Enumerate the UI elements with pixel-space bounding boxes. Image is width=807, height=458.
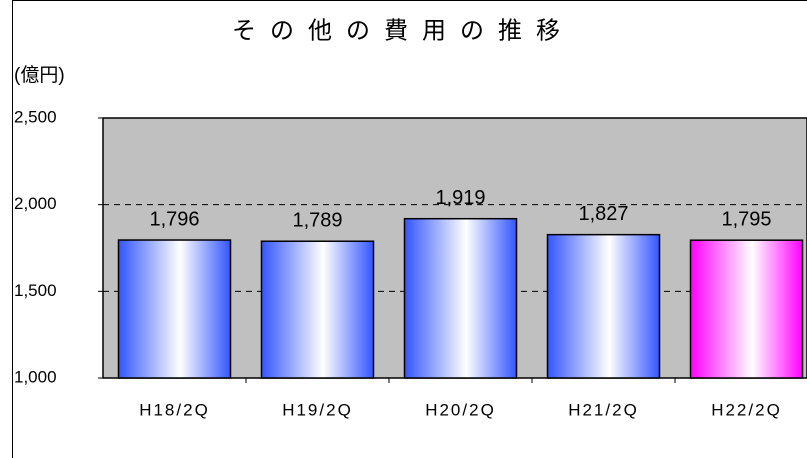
x-tick-label: H22/2Q: [711, 400, 782, 419]
bar: [117, 239, 232, 379]
value-label: 1,919: [435, 187, 485, 209]
x-tick-label: H20/2Q: [425, 400, 496, 419]
value-label: 1,827: [578, 203, 628, 225]
bar: [403, 217, 518, 379]
x-tick-label: H21/2Q: [568, 400, 639, 419]
bar: [689, 239, 804, 379]
value-label: 1,789: [292, 210, 342, 232]
x-tick-label: H19/2Q: [282, 400, 353, 419]
y-axis-label: (億円): [14, 64, 65, 86]
y-tick-label: 1,500: [14, 281, 57, 300]
bar: [546, 233, 661, 379]
y-tick-label: 1,000: [14, 367, 57, 386]
y-tick-label: 2,000: [14, 194, 57, 213]
x-tick-label: H18/2Q: [139, 400, 210, 419]
bar: [260, 240, 375, 379]
value-label: 1,795: [721, 208, 771, 230]
y-tick-label: 2,500: [14, 107, 57, 126]
value-label: 1,796: [149, 208, 199, 230]
chart-title: その他の費用の推移: [232, 17, 574, 44]
